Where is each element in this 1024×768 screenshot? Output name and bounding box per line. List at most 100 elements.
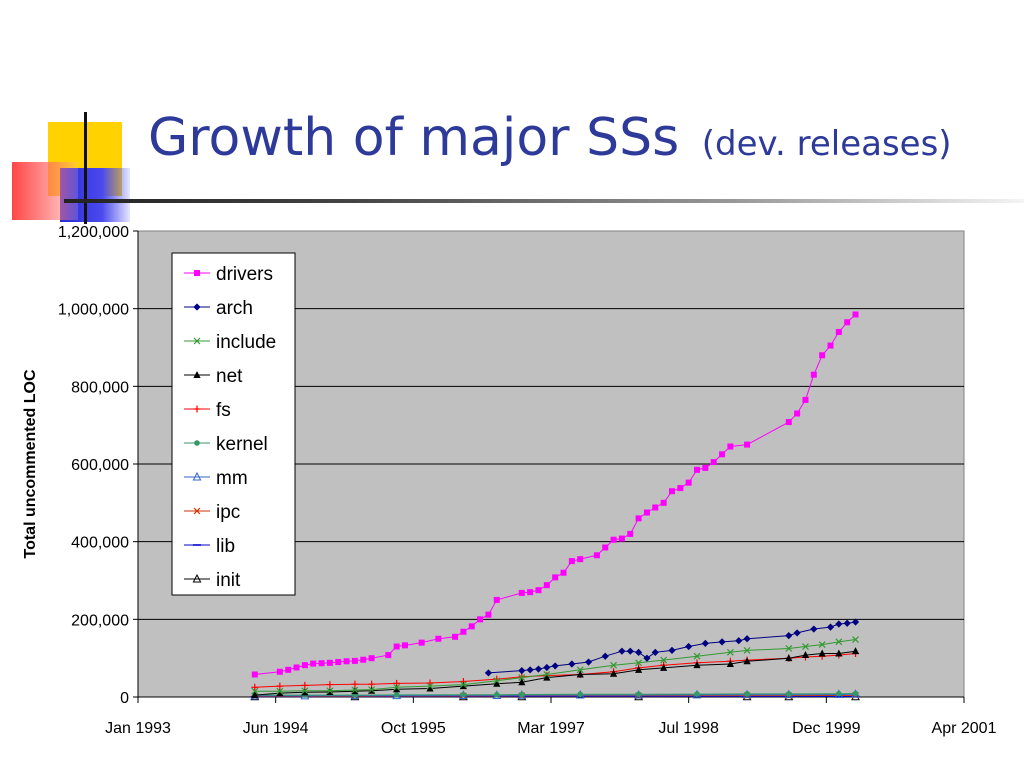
legend-marker-mm — [192, 471, 202, 481]
data-point-drivers — [477, 616, 484, 623]
data-point-include — [251, 687, 259, 695]
data-point-arch — [743, 635, 751, 643]
data-point-arch — [618, 647, 626, 655]
data-point-drivers — [318, 660, 325, 667]
data-point-arch — [584, 658, 593, 666]
data-point-drivers — [527, 589, 534, 596]
data-point-drivers — [835, 328, 842, 335]
legend-marker-net — [193, 371, 201, 378]
data-point-arch — [635, 648, 643, 656]
data-point-drivers — [251, 671, 258, 678]
data-point-include — [459, 681, 467, 688]
data-point-drivers — [435, 635, 442, 642]
data-point-arch — [518, 666, 526, 675]
data-point-net — [801, 651, 810, 659]
data-point-drivers — [401, 642, 408, 649]
data-point-net — [426, 684, 434, 692]
data-point-fs — [368, 680, 376, 688]
data-point-drivers — [610, 536, 617, 543]
data-point-kernel — [694, 691, 700, 697]
legend-label-fs: fs — [216, 400, 231, 421]
data-point-drivers — [393, 643, 400, 650]
data-point-drivers — [802, 396, 809, 403]
data-point-drivers — [560, 569, 567, 576]
data-point-kernel — [393, 692, 400, 698]
data-point-drivers — [727, 443, 734, 450]
data-point-include — [368, 686, 376, 694]
data-point-arch — [835, 620, 843, 628]
data-point-net — [835, 649, 843, 657]
data-point-drivers — [535, 587, 542, 594]
data-point-drivers — [301, 662, 308, 669]
data-point-drivers — [643, 509, 650, 516]
data-point-include — [351, 686, 359, 694]
data-point-arch — [785, 632, 793, 640]
slide-title: Growth of major SSs (dev. releases) — [148, 112, 952, 164]
data-point-arch — [643, 654, 651, 662]
legend-label-include: include — [216, 332, 276, 353]
data-point-arch — [551, 662, 559, 670]
x-tick-label: Mar 1997 — [517, 720, 585, 737]
data-point-arch — [534, 665, 543, 673]
data-point-net — [851, 647, 860, 655]
data-point-include — [743, 646, 751, 654]
legend-box — [171, 252, 296, 596]
data-point-net — [543, 673, 551, 681]
x-tick-label: Apr 2001 — [932, 720, 997, 737]
data-point-drivers — [518, 589, 525, 596]
data-point-include — [493, 677, 501, 685]
data-point-include — [785, 645, 793, 652]
data-point-include — [635, 659, 643, 667]
data-point-net — [393, 685, 401, 693]
data-point-arch — [568, 660, 576, 668]
data-point-arch — [793, 629, 801, 637]
y-tick-label: 1,200,000 — [58, 224, 129, 241]
legend-label-ipc: ipc — [216, 502, 240, 523]
series-line-net — [254, 650, 856, 696]
data-point-net — [609, 669, 618, 677]
x-tick-label: Jun 1994 — [243, 720, 309, 737]
x-tick-label: Dec 1999 — [792, 720, 861, 737]
y-tick-label: 1,000,000 — [58, 302, 129, 319]
data-point-net — [635, 665, 643, 673]
legend: drivers arch include net fs kernel mm ipc lib ini… — [171, 252, 296, 596]
data-point-drivers — [710, 459, 717, 466]
legend-marker-drivers — [194, 270, 200, 276]
data-point-arch — [843, 619, 851, 627]
data-point-kernel — [852, 690, 859, 697]
data-point-net — [818, 649, 826, 657]
data-point-fs — [276, 682, 284, 690]
y-tick-label: 800,000 — [71, 379, 129, 396]
data-point-drivers — [368, 655, 375, 662]
data-point-arch — [826, 623, 835, 631]
legend-label-mm: mm — [216, 468, 248, 489]
data-point-arch — [601, 652, 609, 660]
data-point-drivers — [326, 659, 333, 666]
data-point-drivers — [660, 499, 667, 506]
deco-horizontal-rule — [64, 199, 1024, 203]
data-point-drivers — [385, 652, 392, 659]
data-point-kernel — [836, 690, 842, 697]
data-point-net — [459, 682, 467, 690]
data-point-drivers — [460, 628, 467, 635]
deco-red-square — [12, 162, 78, 220]
data-point-net — [276, 689, 284, 697]
legend-marker-init — [192, 573, 202, 583]
data-point-net — [576, 670, 584, 678]
data-point-net — [743, 657, 751, 665]
x-tick-label: Jan 1993 — [105, 720, 171, 737]
data-point-kernel — [744, 691, 750, 697]
data-point-include — [326, 687, 334, 695]
legend-marker-include — [193, 337, 201, 345]
data-point-drivers — [468, 623, 475, 630]
legend-label-drivers: drivers — [216, 264, 273, 285]
data-point-arch — [718, 638, 726, 646]
data-point-drivers — [719, 451, 726, 458]
data-point-drivers — [285, 666, 292, 673]
data-point-arch — [851, 618, 860, 626]
data-point-arch — [543, 663, 551, 672]
data-point-kernel — [460, 691, 467, 698]
data-point-drivers — [685, 479, 692, 486]
data-point-arch — [651, 648, 659, 656]
legend-label-arch: arch — [216, 298, 253, 319]
